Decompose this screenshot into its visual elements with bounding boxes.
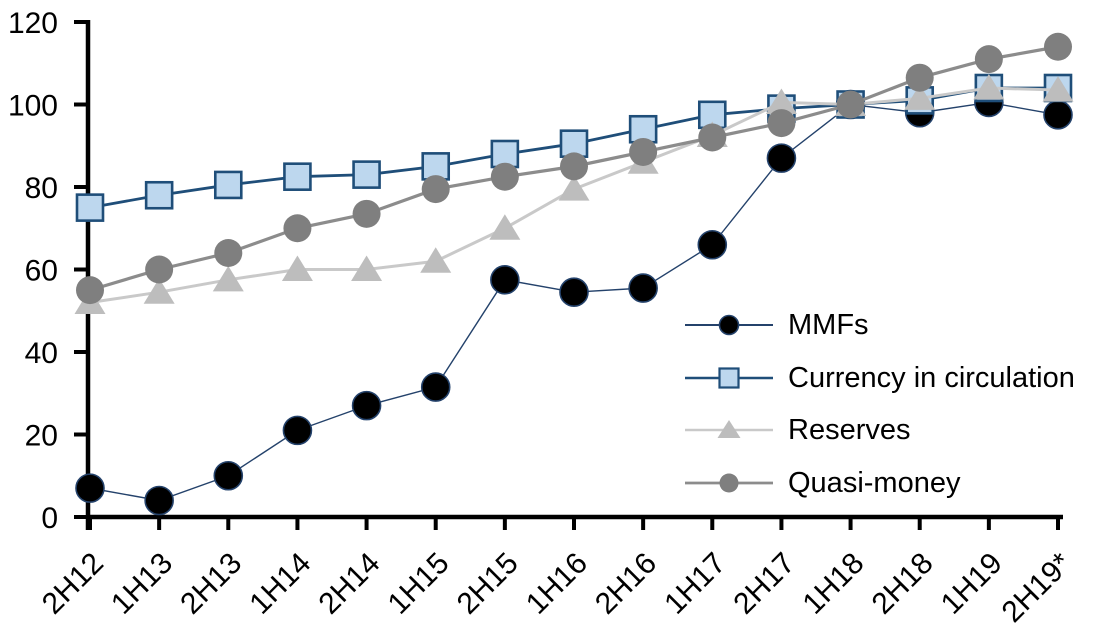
marker-circle-icon (559, 277, 589, 307)
marker-circle-icon (214, 239, 243, 267)
legend-marker-circle-icon (685, 473, 773, 493)
marker-square-icon (352, 160, 381, 189)
marker-circle-icon (75, 473, 105, 503)
legend-label: Reserves (788, 414, 911, 446)
y-tick-label: 20 (25, 420, 58, 453)
marker-circle-icon (352, 199, 381, 228)
x-tick-label: 2H18 (866, 547, 940, 621)
x-tick-label: 1H19 (935, 547, 1009, 621)
marker-triangle-icon (904, 84, 936, 110)
marker-circle-icon (145, 255, 174, 284)
marker-circle-icon (698, 123, 727, 152)
y-tick-label: 120 (8, 7, 58, 40)
marker-circle-icon (490, 265, 520, 295)
marker-triangle-icon (717, 420, 741, 438)
marker-triangle-icon (765, 88, 797, 114)
x-tick-label: 1H18 (796, 547, 870, 621)
x-tick-label: 2H19* (996, 546, 1079, 629)
marker-circle-icon (697, 229, 728, 260)
x-tick-label: 2H13 (174, 547, 248, 621)
legend-marker-circle-icon (685, 314, 773, 336)
x-tick-label: 1H14 (243, 547, 317, 621)
marker-triangle-icon (212, 265, 244, 292)
marker-circle-icon (628, 273, 658, 303)
x-tick-label: 2H15 (451, 547, 525, 621)
marker-square-icon (283, 162, 312, 191)
marker-square-icon (213, 170, 243, 200)
marker-circle-icon (718, 314, 740, 336)
legend-item-mmfs: MMFs (683, 308, 869, 342)
y-tick-label: 80 (25, 172, 58, 205)
marker-circle-icon (420, 372, 451, 402)
legend-item-quasi-money: Quasi-money (683, 466, 960, 500)
y-tick-label: 40 (25, 337, 58, 370)
legend-item-reserves: Reserves (683, 413, 911, 447)
marker-triangle-icon (420, 247, 452, 273)
marker-circle-icon (905, 63, 934, 92)
marker-circle-icon (974, 45, 1003, 74)
x-tick-label: 1H16 (520, 547, 594, 621)
y-tick-label: 0 (41, 502, 58, 535)
marker-circle-icon (767, 109, 796, 138)
marker-circle-icon (351, 390, 382, 421)
marker-square-icon (628, 114, 658, 144)
marker-triangle-icon (1042, 76, 1074, 102)
marker-triangle-icon (489, 214, 521, 240)
marker-triangle-icon (351, 255, 383, 281)
legend-label: MMFs (788, 309, 869, 341)
y-tick-label: 60 (25, 255, 58, 288)
marker-triangle-icon (558, 175, 590, 201)
series-quasi-money (76, 32, 1072, 305)
x-tick-label: 1H17 (658, 547, 732, 621)
marker-circle-icon (719, 473, 739, 493)
x-tick-label: 2H12 (36, 547, 110, 621)
marker-circle-icon (282, 415, 313, 446)
marker-circle-icon (560, 152, 588, 181)
x-tick-label: 1H13 (105, 547, 179, 621)
marker-circle-icon (766, 143, 797, 173)
x-tick-label: 1H15 (382, 547, 456, 621)
marker-triangle-icon (281, 255, 313, 281)
x-tick-label: 2H16 (589, 547, 663, 621)
marker-circle-icon (213, 460, 244, 491)
marker-triangle-icon (973, 74, 1005, 100)
series-mmfs (75, 87, 1073, 516)
y-tick-label: 100 (8, 90, 58, 123)
marker-circle-icon (836, 90, 865, 119)
marker-square-icon (718, 367, 740, 389)
legend-marker-triangle-icon (685, 420, 773, 438)
legend-marker-square-icon (685, 367, 773, 389)
legend-item-currency-in-circulation: Currency in circulation (683, 361, 1075, 395)
marker-circle-icon (144, 485, 174, 516)
x-tick-label: 2H17 (727, 547, 801, 621)
marker-square-icon (421, 152, 451, 181)
marker-circle-icon (421, 175, 450, 204)
marker-square-icon (144, 180, 174, 210)
marker-square-icon (75, 193, 105, 222)
marker-circle-icon (1043, 100, 1073, 130)
legend-label: Quasi-money (788, 467, 961, 499)
x-tick-label: 2H14 (312, 547, 386, 621)
marker-circle-icon (1044, 32, 1072, 61)
marker-circle-icon (283, 214, 312, 243)
marker-circle-icon (490, 162, 519, 191)
legend-label: Currency in circulation (788, 362, 1075, 394)
marker-triangle-icon (143, 278, 175, 304)
marker-circle-icon (76, 276, 104, 305)
marker-square-icon (559, 129, 589, 158)
marker-circle-icon (629, 137, 658, 166)
